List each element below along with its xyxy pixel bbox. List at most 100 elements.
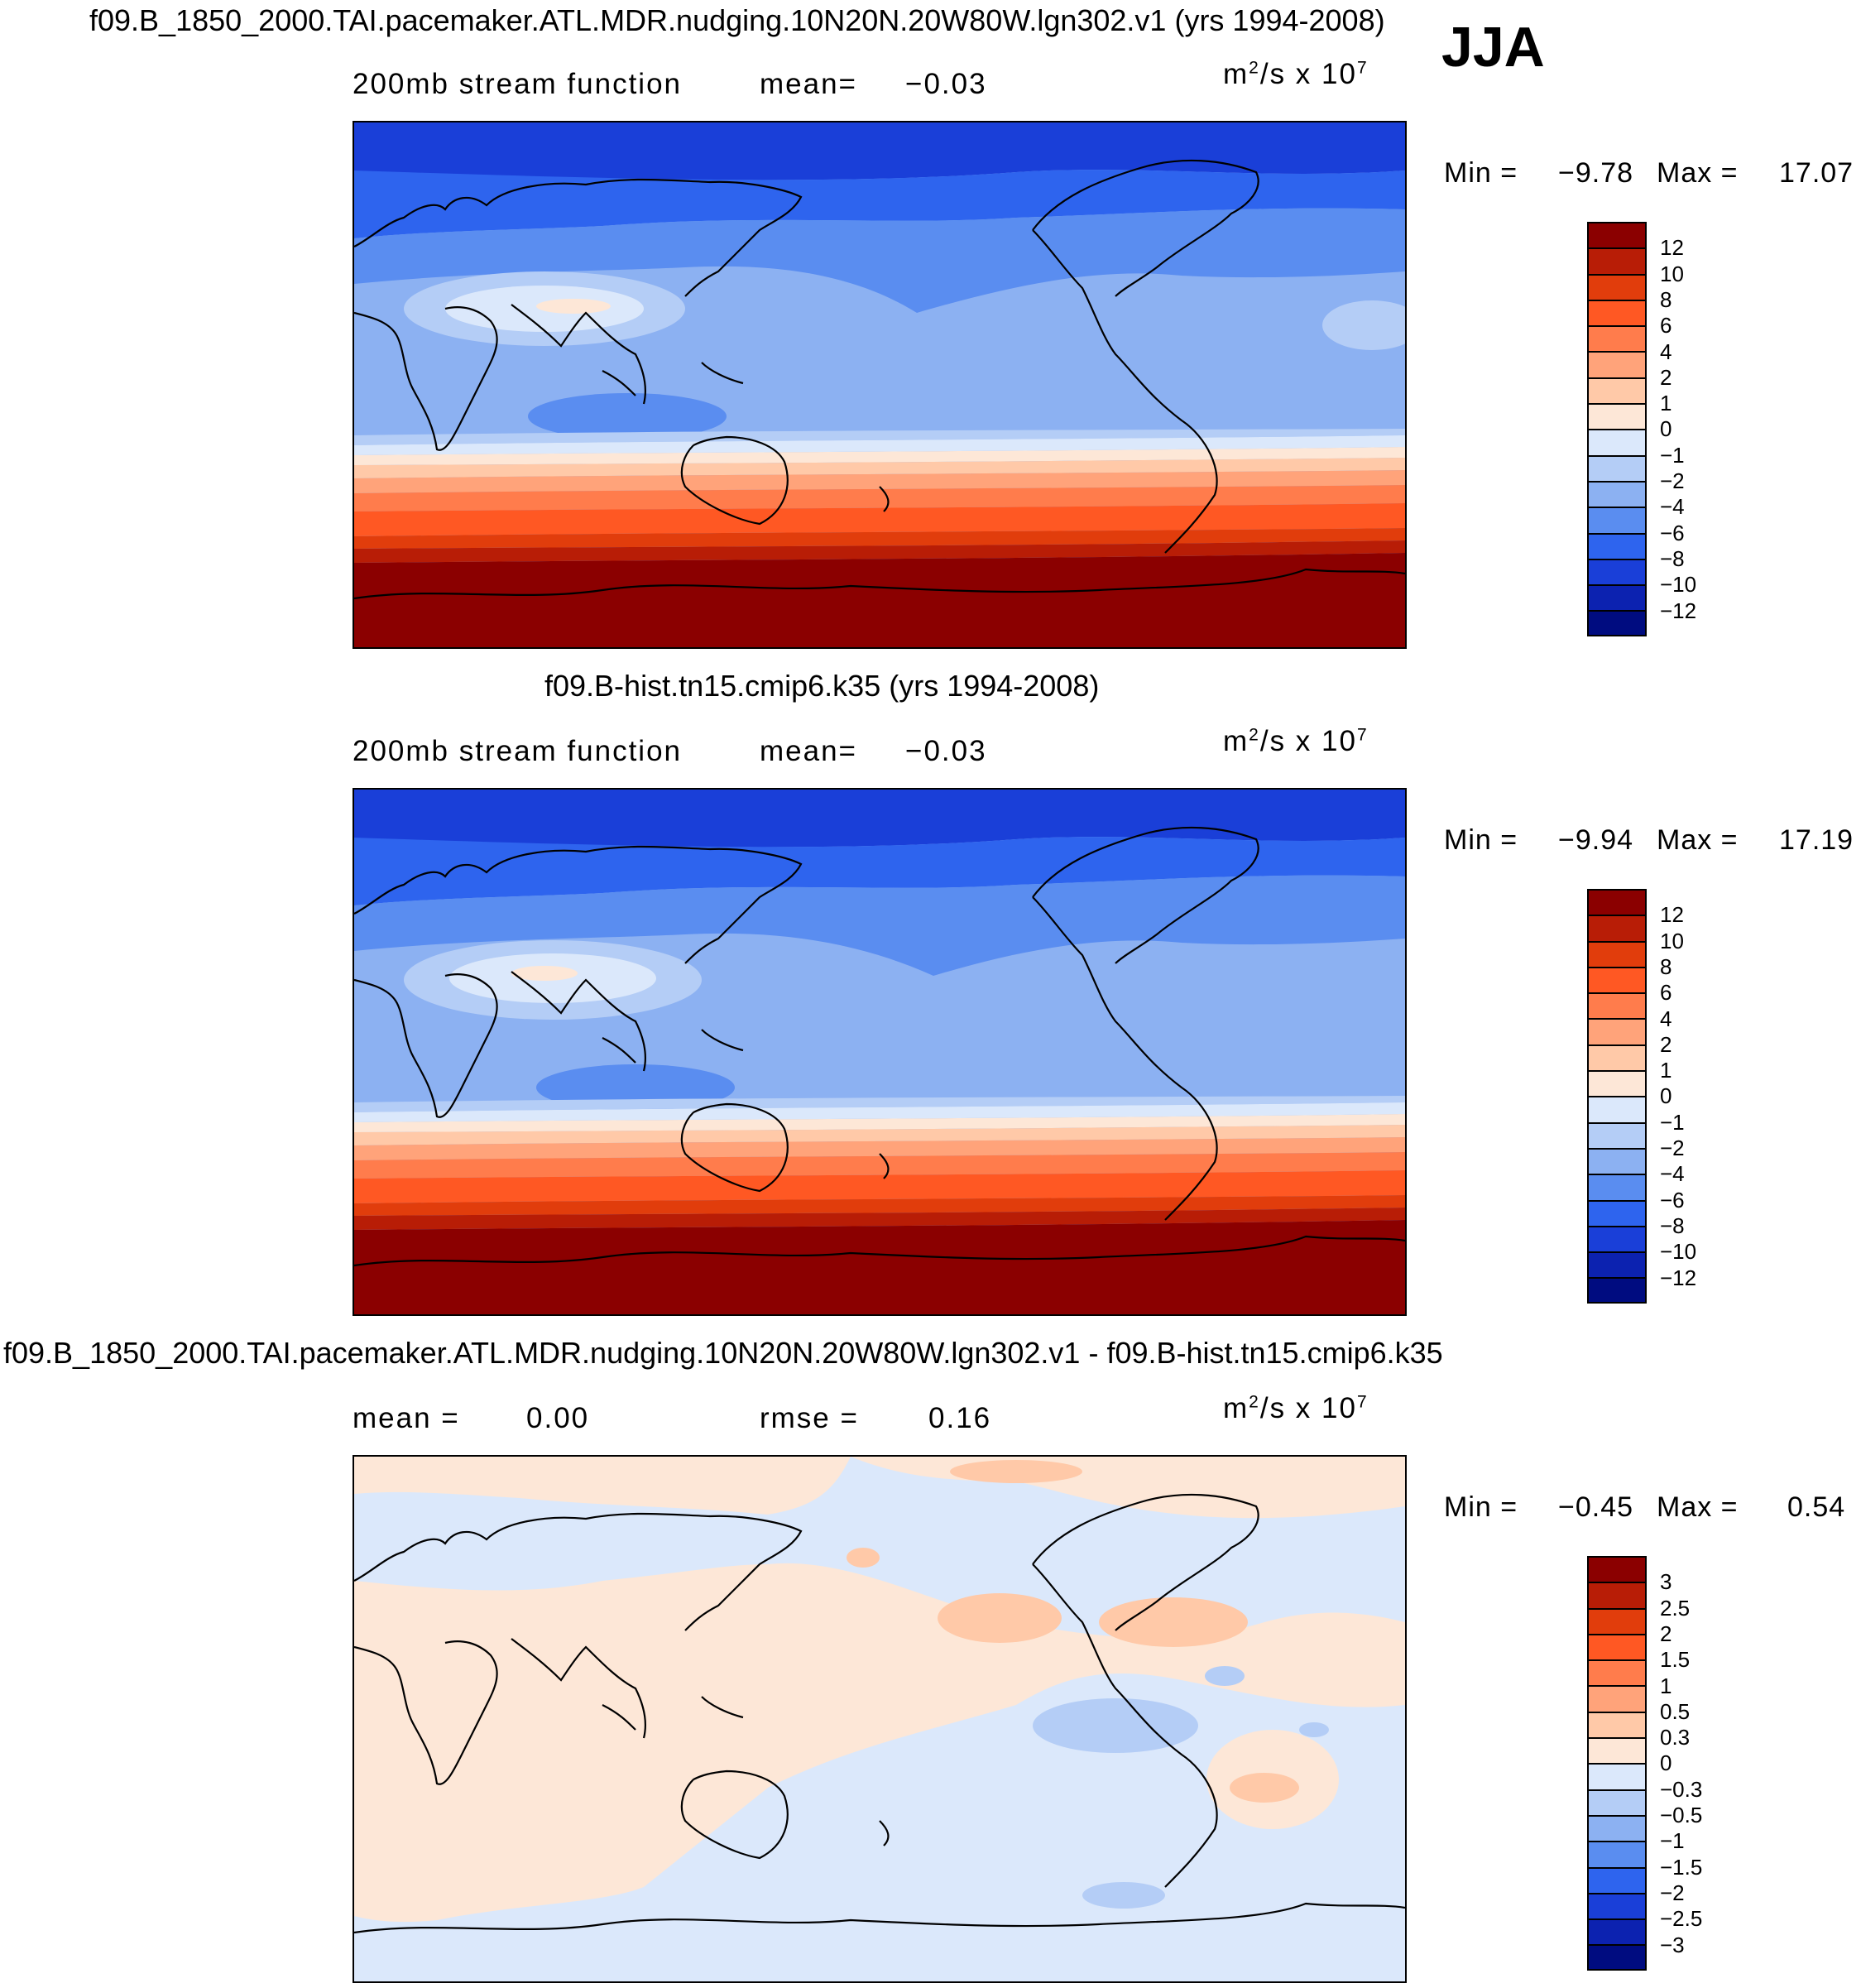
colorbar-swatch bbox=[1587, 351, 1647, 377]
panel2-map bbox=[353, 788, 1407, 1316]
colorbar-swatch bbox=[1587, 1070, 1647, 1097]
colorbar-label: 1.5 bbox=[1660, 1647, 1691, 1673]
colorbar-label: 3 bbox=[1660, 1569, 1672, 1595]
colorbar-label: −2.5 bbox=[1660, 1906, 1703, 1932]
colorbar-label: 10 bbox=[1660, 928, 1684, 953]
colorbar-swatch bbox=[1587, 1633, 1647, 1660]
colorbar-label: 2 bbox=[1660, 1621, 1672, 1646]
colorbar-label: 0.3 bbox=[1660, 1725, 1691, 1750]
colorbar-label: −6 bbox=[1660, 1187, 1685, 1212]
panel2-min-value: −9.94 bbox=[1558, 824, 1634, 856]
colorbar-swatch bbox=[1587, 1892, 1647, 1919]
colorbar-swatch bbox=[1587, 1251, 1647, 1278]
colorbar-label: −1.5 bbox=[1660, 1854, 1703, 1880]
colorbar-swatch bbox=[1587, 247, 1647, 274]
colorbar-swatch bbox=[1587, 403, 1647, 430]
panel3-mean-value: 0.00 bbox=[526, 1402, 590, 1434]
panel2-mean-value: −0.03 bbox=[905, 735, 987, 767]
colorbar-label: 12 bbox=[1660, 902, 1684, 928]
colorbar-swatch bbox=[1587, 1044, 1647, 1071]
colorbar-label: 6 bbox=[1660, 313, 1672, 339]
colorbar-label: 12 bbox=[1660, 235, 1684, 261]
colorbar-swatch bbox=[1587, 1763, 1647, 1789]
colorbar-swatch bbox=[1587, 940, 1647, 967]
colorbar-label: 6 bbox=[1660, 980, 1672, 1006]
colorbar-swatch bbox=[1587, 377, 1647, 404]
colorbar-swatch bbox=[1587, 889, 1647, 915]
panel3-mean-label: mean = bbox=[353, 1402, 460, 1434]
colorbar-swatch bbox=[1587, 558, 1647, 585]
colorbar-swatch bbox=[1587, 1121, 1647, 1148]
colorbar-swatch bbox=[1587, 273, 1647, 300]
colorbar-swatch bbox=[1587, 1225, 1647, 1252]
colorbar-swatch bbox=[1587, 1659, 1647, 1686]
panel2-units: m2/s x 107 bbox=[1223, 725, 1369, 757]
colorbar-swatch bbox=[1587, 992, 1647, 1019]
colorbar-label: −8 bbox=[1660, 545, 1685, 571]
colorbar-swatch bbox=[1587, 1711, 1647, 1738]
panel3-min-label: Min = bbox=[1444, 1491, 1518, 1523]
season-label: JJA bbox=[1441, 16, 1545, 79]
panel3-min-value: −0.45 bbox=[1558, 1491, 1634, 1523]
colorbar-swatch bbox=[1587, 966, 1647, 993]
panel2-max-value: 17.19 bbox=[1779, 824, 1854, 856]
panel3-colorbar bbox=[1587, 1556, 1647, 1971]
colorbar-swatch bbox=[1587, 325, 1647, 352]
colorbar-label: 2 bbox=[1660, 364, 1672, 390]
colorbar-swatch bbox=[1587, 1277, 1647, 1304]
colorbar-label: −8 bbox=[1660, 1212, 1685, 1238]
colorbar-label: 0 bbox=[1660, 416, 1672, 442]
panel1-field-label: 200mb stream function bbox=[353, 68, 683, 100]
panel1-mean-label: mean= bbox=[760, 68, 857, 100]
panel3-rmse-value: 0.16 bbox=[928, 1402, 992, 1434]
colorbar-label: 10 bbox=[1660, 261, 1684, 286]
colorbar-label: −12 bbox=[1660, 1265, 1697, 1290]
colorbar-label: −4 bbox=[1660, 1161, 1685, 1187]
colorbar-swatch bbox=[1587, 1866, 1647, 1893]
panel2-mean-label: mean= bbox=[760, 735, 857, 767]
panel3-max-value: 0.54 bbox=[1787, 1491, 1846, 1523]
panel2-title: f09.B-hist.tn15.cmip6.k35 (yrs 1994-2008… bbox=[544, 669, 1100, 703]
panel1-min-label: Min = bbox=[1444, 157, 1518, 189]
colorbar-swatch bbox=[1587, 454, 1647, 481]
colorbar-swatch bbox=[1587, 222, 1647, 248]
colorbar-swatch bbox=[1587, 1582, 1647, 1608]
panel1-max-label: Max = bbox=[1657, 157, 1739, 189]
colorbar-swatch bbox=[1587, 1789, 1647, 1815]
colorbar-swatch bbox=[1587, 915, 1647, 941]
colorbar-label: −10 bbox=[1660, 1239, 1697, 1265]
panel1-map bbox=[353, 121, 1407, 649]
colorbar-swatch bbox=[1587, 299, 1647, 326]
colorbar-swatch bbox=[1587, 1685, 1647, 1712]
colorbar-label: −1 bbox=[1660, 1109, 1685, 1135]
colorbar-label: 2.5 bbox=[1660, 1595, 1691, 1621]
colorbar-label: −12 bbox=[1660, 598, 1697, 623]
colorbar-label: −10 bbox=[1660, 572, 1697, 598]
colorbar-label: 0.5 bbox=[1660, 1698, 1691, 1724]
panel1-mean-value: −0.03 bbox=[905, 68, 987, 100]
colorbar-swatch bbox=[1587, 1814, 1647, 1842]
panel1-max-value: 17.07 bbox=[1779, 157, 1854, 189]
colorbar-label: 8 bbox=[1660, 953, 1672, 979]
colorbar-label: 4 bbox=[1660, 1006, 1672, 1031]
colorbar-label: −6 bbox=[1660, 520, 1685, 545]
colorbar-label: 1 bbox=[1660, 1058, 1672, 1083]
colorbar-swatch bbox=[1587, 1174, 1647, 1200]
panel2-field-label: 200mb stream function bbox=[353, 735, 683, 767]
colorbar-swatch bbox=[1587, 610, 1647, 636]
colorbar-label: −1 bbox=[1660, 442, 1685, 468]
panel1-title: f09.B_1850_2000.TAI.pacemaker.ATL.MDR.nu… bbox=[89, 3, 1385, 37]
colorbar-label: −3 bbox=[1660, 1932, 1685, 1957]
panel2-max-label: Max = bbox=[1657, 824, 1739, 856]
panel1-units: m2/s x 107 bbox=[1223, 58, 1369, 90]
colorbar-swatch bbox=[1587, 1841, 1647, 1867]
colorbar-swatch bbox=[1587, 1607, 1647, 1634]
colorbar-swatch bbox=[1587, 1737, 1647, 1764]
colorbar-label: −2 bbox=[1660, 1880, 1685, 1905]
colorbar-swatch bbox=[1587, 1918, 1647, 1945]
colorbar-label: 1 bbox=[1660, 391, 1672, 416]
panel2-min-label: Min = bbox=[1444, 824, 1518, 856]
colorbar-swatch bbox=[1587, 1147, 1647, 1174]
panel3-units: m2/s x 107 bbox=[1223, 1392, 1369, 1424]
panel1-min-value: −9.78 bbox=[1558, 157, 1634, 189]
